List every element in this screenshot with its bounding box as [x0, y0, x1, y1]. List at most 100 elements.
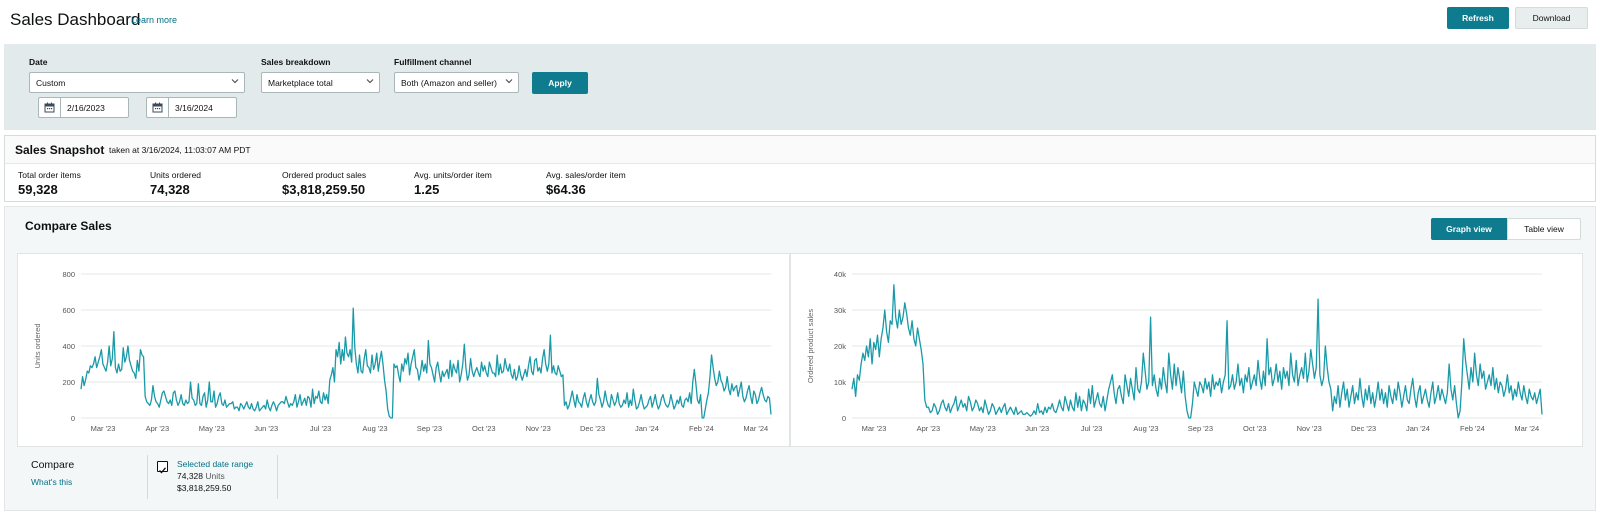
x-tick-label: Jan '24	[1406, 424, 1430, 433]
metric-value: $3,818,259.50	[282, 182, 366, 197]
x-tick-label: Aug '23	[362, 424, 387, 433]
series-line	[851, 284, 1543, 419]
x-tick-label: May '23	[199, 424, 225, 433]
y-tick-label: 600	[62, 306, 75, 315]
filter-panel: Date Custom 2/16/2023 3/16/2024 Sales br…	[4, 44, 1596, 130]
units-word: Units	[205, 471, 225, 481]
apply-button[interactable]: Apply	[532, 72, 588, 94]
metric-value: 1.25	[414, 182, 440, 197]
x-tick-label: Jul '23	[310, 424, 331, 433]
compare-sales-title: Compare Sales	[25, 219, 112, 233]
x-tick-label: Dec '23	[1351, 424, 1376, 433]
units-ordered-chart: 0 200 400 600 800 Mar '23 Apr '23 May '23 Jun '2…	[17, 253, 790, 447]
page-header: Sales Dashboard Learn more Refresh Downl…	[0, 0, 1600, 44]
y-tick-label: 10k	[834, 378, 846, 387]
date-range-select[interactable]: Custom	[29, 72, 245, 93]
checkmark-icon	[159, 467, 166, 474]
fulfillment-channel-select[interactable]: Both (Amazon and seller)	[394, 72, 519, 93]
y-tick-label: 400	[62, 342, 75, 351]
snapshot-timestamp: taken at 3/16/2024, 11:03:07 AM PDT	[109, 145, 251, 155]
ordered-product-sales-chart: 0 10k 20k 30k 40k Mar '23 Apr '23 May '23 Jun '2…	[790, 253, 1583, 447]
y-tick-label: 40k	[834, 270, 846, 279]
x-tick-label: Jun '23	[1025, 424, 1049, 433]
x-tick-label: Dec '23	[580, 424, 605, 433]
x-tick-label: Mar '23	[91, 424, 116, 433]
metric-value: 74,328	[150, 182, 190, 197]
units-ordered-chart-svg: 0 200 400 600 800 Mar '23 Apr '23 May '23 Jun '2…	[33, 270, 772, 433]
x-tick-label: Feb '24	[689, 424, 714, 433]
chevron-down-icon	[366, 79, 374, 84]
x-tick-label: Mar '23	[862, 424, 887, 433]
x-tick-label: Oct '23	[472, 424, 496, 433]
start-date-value: 2/16/2023	[67, 103, 105, 113]
download-button[interactable]: Download	[1515, 7, 1588, 29]
x-tick-label: May '23	[970, 424, 996, 433]
metric-label: Avg. sales/order item	[546, 170, 626, 180]
table-view-button[interactable]: Table view	[1507, 218, 1581, 240]
date-range-value: Custom	[36, 78, 66, 88]
metric-label: Avg. units/order item	[414, 170, 492, 180]
x-tick-label: Sep '23	[1188, 424, 1213, 433]
y-tick-label: 0	[842, 414, 846, 423]
fulfillment-label: Fulfillment channel	[394, 57, 472, 67]
start-date-field[interactable]: 2/16/2023	[38, 97, 129, 118]
sales-snapshot: Sales Snapshot taken at 3/16/2024, 11:03…	[4, 135, 1596, 202]
x-tick-label: Feb '24	[1460, 424, 1485, 433]
series-line	[80, 307, 772, 419]
learn-more-link[interactable]: Learn more	[131, 15, 178, 25]
date-label: Date	[29, 57, 48, 67]
calendar-icon[interactable]	[147, 98, 169, 117]
metric-label: Ordered product sales	[282, 170, 367, 180]
y-tick-label: 0	[71, 414, 75, 423]
end-date-value: 3/16/2024	[175, 103, 213, 113]
x-tick-label: Nov '23	[526, 424, 551, 433]
end-date-field[interactable]: 3/16/2024	[146, 97, 237, 118]
x-tick-label: Aug '23	[1133, 424, 1158, 433]
selected-range-sales: $3,818,259.50	[177, 483, 232, 493]
selected-range-units: 74,328 Units	[177, 471, 225, 481]
chevron-down-icon	[505, 79, 513, 84]
x-tick-label: Jun '23	[254, 424, 278, 433]
y-tick-label: 800	[62, 270, 75, 279]
x-tick-label: Oct '23	[1243, 424, 1267, 433]
ordered-product-sales-chart-svg: 0 10k 20k 30k 40k Mar '23 Apr '23 May '23 Jun '2…	[806, 270, 1543, 433]
metric-avg-sales-per-order-item: Avg. sales/order item $64.36	[546, 170, 626, 197]
x-tick-label: Sep '23	[417, 424, 442, 433]
units-value: 74,328	[177, 471, 203, 481]
snapshot-header: Sales Snapshot taken at 3/16/2024, 11:03…	[5, 136, 1595, 164]
y-axis-label: Units ordered	[33, 323, 42, 368]
x-tick-label: Jan '24	[635, 424, 659, 433]
metric-ordered-product-sales: Ordered product sales $3,818,259.50	[282, 170, 366, 197]
fulfillment-value: Both (Amazon and seller)	[401, 78, 497, 88]
divider	[147, 455, 148, 499]
selected-range-checkbox[interactable]	[157, 461, 168, 474]
snapshot-title: Sales Snapshot	[15, 143, 105, 157]
metric-value: 59,328	[18, 182, 58, 197]
metric-value: $64.36	[546, 182, 586, 197]
breakdown-value: Marketplace total	[268, 78, 333, 88]
chevron-down-icon	[231, 79, 239, 84]
graph-view-button[interactable]: Graph view	[1431, 218, 1507, 240]
metric-label: Total order items	[18, 170, 81, 180]
metric-total-order-items: Total order items 59,328	[18, 170, 81, 197]
y-tick-label: 30k	[834, 306, 846, 315]
metric-label: Units ordered	[150, 170, 202, 180]
refresh-button[interactable]: Refresh	[1447, 7, 1509, 29]
y-tick-label: 200	[62, 378, 75, 387]
metric-units-ordered: Units ordered 74,328	[150, 170, 201, 197]
x-tick-label: Apr '23	[917, 424, 941, 433]
selected-range-label[interactable]: Selected date range	[177, 459, 254, 469]
divider	[277, 455, 278, 499]
x-tick-label: Mar '24	[743, 424, 768, 433]
x-tick-label: Apr '23	[146, 424, 170, 433]
x-tick-label: Jul '23	[1081, 424, 1102, 433]
calendar-icon[interactable]	[39, 98, 61, 117]
breakdown-label: Sales breakdown	[261, 57, 331, 67]
page-title: Sales Dashboard	[10, 10, 141, 29]
y-tick-label: 20k	[834, 342, 846, 351]
compare-label: Compare	[31, 459, 75, 471]
x-tick-label: Nov '23	[1297, 424, 1322, 433]
metric-avg-units-per-order-item: Avg. units/order item 1.25	[414, 170, 492, 197]
sales-breakdown-select[interactable]: Marketplace total	[261, 72, 380, 93]
whats-this-link[interactable]: What's this	[31, 477, 73, 487]
